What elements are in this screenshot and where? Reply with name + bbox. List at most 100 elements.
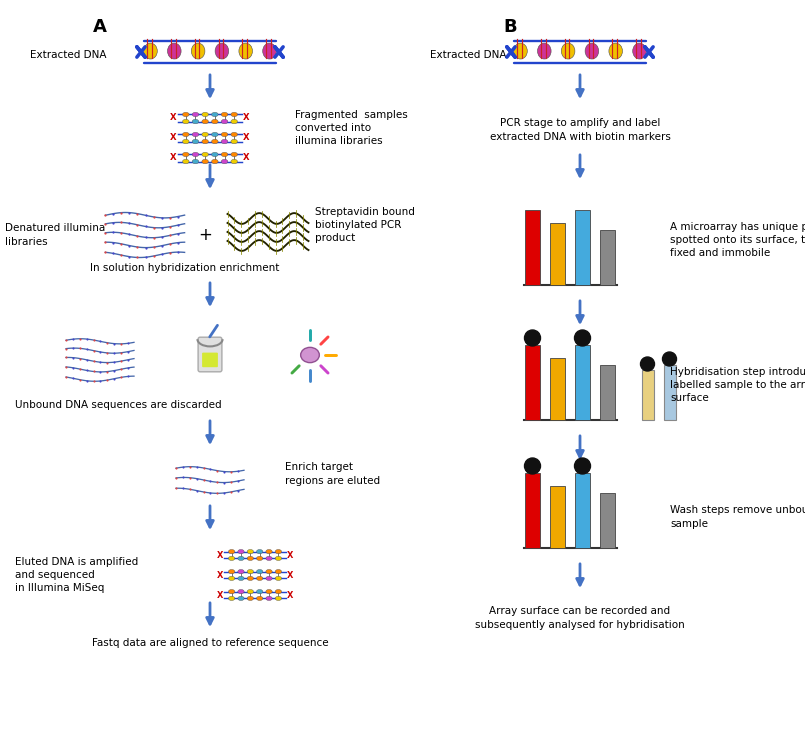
- Text: X: X: [243, 153, 250, 162]
- Ellipse shape: [202, 139, 208, 144]
- Text: X: X: [243, 113, 250, 122]
- Circle shape: [575, 458, 591, 474]
- Ellipse shape: [221, 133, 228, 136]
- Ellipse shape: [167, 43, 181, 59]
- Text: Unbound DNA sequences are discarded: Unbound DNA sequences are discarded: [15, 400, 221, 410]
- Ellipse shape: [202, 112, 208, 117]
- Ellipse shape: [275, 569, 282, 574]
- Ellipse shape: [514, 43, 527, 59]
- Ellipse shape: [215, 43, 229, 59]
- Ellipse shape: [202, 159, 208, 164]
- Ellipse shape: [221, 119, 228, 124]
- Text: X: X: [217, 551, 223, 559]
- Bar: [600, 230, 615, 285]
- Ellipse shape: [202, 152, 208, 156]
- Ellipse shape: [212, 159, 218, 164]
- Ellipse shape: [231, 159, 237, 164]
- Ellipse shape: [275, 557, 282, 560]
- Ellipse shape: [192, 43, 205, 59]
- Ellipse shape: [300, 347, 320, 363]
- Text: Extracted DNA: Extracted DNA: [30, 50, 106, 60]
- Text: Denatured illumina
libraries: Denatured illumina libraries: [5, 224, 105, 247]
- Text: +: +: [198, 226, 212, 244]
- Ellipse shape: [609, 43, 622, 59]
- Text: X: X: [243, 133, 250, 142]
- Text: X: X: [287, 591, 294, 600]
- Ellipse shape: [229, 557, 235, 560]
- Text: In solution hybridization enrichment: In solution hybridization enrichment: [90, 263, 279, 273]
- Ellipse shape: [237, 550, 244, 554]
- Ellipse shape: [257, 550, 263, 554]
- Ellipse shape: [192, 159, 199, 164]
- Text: Hybridisation step introduces
labelled sample to the array
surface: Hybridisation step introduces labelled s…: [670, 367, 805, 403]
- Ellipse shape: [192, 119, 199, 124]
- Ellipse shape: [257, 589, 263, 594]
- Ellipse shape: [247, 550, 254, 554]
- Ellipse shape: [183, 119, 189, 124]
- Ellipse shape: [266, 596, 272, 600]
- Ellipse shape: [229, 550, 235, 554]
- Text: X: X: [170, 153, 177, 162]
- Circle shape: [525, 330, 540, 346]
- Ellipse shape: [247, 589, 254, 594]
- Text: B: B: [503, 18, 517, 36]
- Ellipse shape: [237, 589, 244, 594]
- Text: X: X: [217, 591, 223, 600]
- Ellipse shape: [183, 133, 189, 136]
- Ellipse shape: [237, 596, 244, 600]
- Ellipse shape: [212, 112, 218, 117]
- Ellipse shape: [221, 152, 228, 156]
- Ellipse shape: [231, 119, 237, 124]
- Ellipse shape: [266, 550, 272, 554]
- Ellipse shape: [192, 133, 199, 136]
- Bar: [663, 365, 675, 420]
- Ellipse shape: [212, 139, 218, 144]
- Ellipse shape: [247, 557, 254, 560]
- Ellipse shape: [247, 577, 254, 580]
- Circle shape: [575, 330, 591, 346]
- Text: PCR stage to amplify and label
extracted DNA with biotin markers: PCR stage to amplify and label extracted…: [489, 118, 671, 142]
- Text: X: X: [170, 133, 177, 142]
- Ellipse shape: [183, 112, 189, 117]
- Ellipse shape: [183, 159, 189, 164]
- Ellipse shape: [231, 112, 237, 117]
- Bar: [525, 345, 540, 420]
- FancyBboxPatch shape: [202, 352, 218, 367]
- Text: Array surface can be recorded and
subsequently analysed for hybridisation: Array surface can be recorded and subseq…: [475, 606, 685, 630]
- Text: Fastq data are aligned to reference sequence: Fastq data are aligned to reference sequ…: [92, 638, 328, 648]
- Bar: [600, 493, 615, 548]
- Bar: [642, 370, 654, 420]
- Bar: [550, 358, 565, 420]
- Text: A microarray has unique probes
spotted onto its surface, these are
fixed and imm: A microarray has unique probes spotted o…: [670, 222, 805, 259]
- Ellipse shape: [266, 589, 272, 594]
- Ellipse shape: [231, 139, 237, 144]
- Bar: [575, 345, 590, 420]
- Ellipse shape: [202, 133, 208, 136]
- Text: Streptavidin bound
biotinylated PCR
product: Streptavidin bound biotinylated PCR prod…: [315, 207, 415, 243]
- Ellipse shape: [247, 569, 254, 574]
- Ellipse shape: [144, 43, 157, 59]
- Text: Fragmented  samples
converted into
illumina libraries: Fragmented samples converted into illumi…: [295, 110, 408, 146]
- Ellipse shape: [212, 133, 218, 136]
- Ellipse shape: [633, 43, 646, 59]
- Text: X: X: [287, 571, 294, 580]
- Text: Eluted DNA is amplified
and sequenced
in Illumina MiSeq: Eluted DNA is amplified and sequenced in…: [15, 557, 138, 593]
- Ellipse shape: [266, 557, 272, 560]
- Ellipse shape: [183, 139, 189, 144]
- Circle shape: [663, 352, 676, 366]
- Ellipse shape: [275, 577, 282, 580]
- Bar: [525, 473, 540, 548]
- Bar: [600, 365, 615, 420]
- Ellipse shape: [229, 569, 235, 574]
- Ellipse shape: [221, 159, 228, 164]
- Ellipse shape: [229, 589, 235, 594]
- Ellipse shape: [585, 43, 599, 59]
- Circle shape: [641, 357, 654, 371]
- Ellipse shape: [239, 43, 253, 59]
- Text: X: X: [217, 571, 223, 580]
- Ellipse shape: [561, 43, 575, 59]
- Ellipse shape: [221, 112, 228, 117]
- Ellipse shape: [192, 152, 199, 156]
- Text: X: X: [287, 551, 294, 559]
- Ellipse shape: [275, 596, 282, 600]
